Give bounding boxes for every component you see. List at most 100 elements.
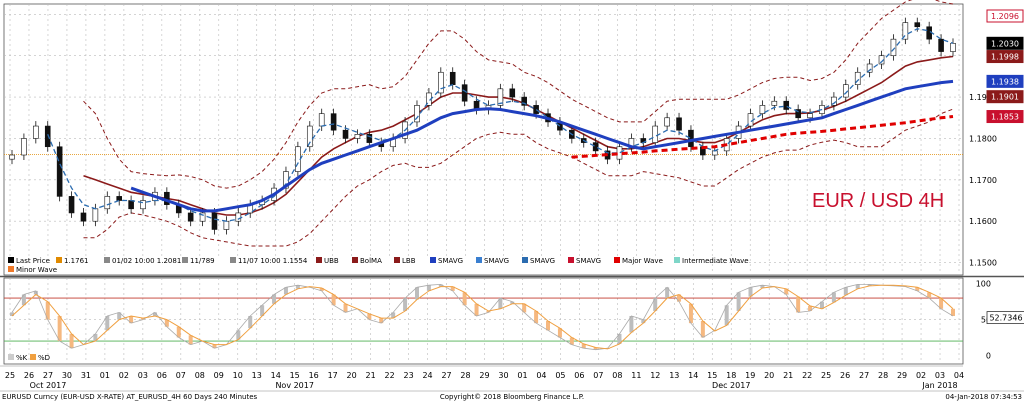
candle-body	[950, 43, 956, 52]
candle-body	[306, 125, 313, 148]
candle-body	[688, 129, 694, 148]
candle-body	[902, 22, 909, 40]
candle-body	[330, 113, 337, 131]
candle-body	[235, 212, 242, 222]
legend-swatch	[104, 257, 110, 263]
chart-title: EUR / USD 4H	[812, 190, 944, 212]
candle-body	[676, 117, 682, 131]
x-axis-day-label: 29	[479, 371, 489, 380]
indicator-legend-label: %D	[38, 354, 50, 362]
bollinger-upper-line	[83, 0, 954, 189]
stochastic-d-line	[11, 284, 954, 350]
candle-body	[223, 220, 230, 230]
candle-body	[116, 196, 123, 201]
x-axis-day-label: 10	[233, 371, 243, 380]
candle-body	[80, 212, 87, 222]
x-axis-day-label: 15	[707, 371, 717, 380]
candle-body	[509, 88, 516, 98]
candle-body	[21, 138, 27, 156]
candle-body	[366, 134, 373, 143]
candle-body	[187, 212, 194, 222]
x-axis-day-label: 09	[214, 371, 224, 380]
x-axis-day-label: 01	[517, 371, 527, 380]
price-tick-label: 1.1600	[969, 217, 997, 226]
candle-body	[461, 84, 468, 102]
price-tag-box	[986, 36, 1024, 50]
price-tag-box	[986, 50, 1024, 64]
candle-body	[926, 26, 932, 40]
x-axis-month-label: Oct 2017	[30, 381, 67, 390]
price-tag-box	[986, 90, 1024, 104]
legend-swatch	[8, 257, 14, 263]
legend-label: SMAVG	[530, 257, 555, 265]
indicator-legend-swatch	[8, 354, 14, 360]
bollinger-mid-line	[83, 55, 954, 216]
sma-blue-line	[130, 79, 954, 213]
candle-body	[497, 88, 504, 106]
x-axis-day-label: 18	[726, 371, 736, 380]
candle-body	[842, 84, 849, 98]
candle-body	[9, 154, 15, 160]
price-tick-label: 1.1700	[969, 176, 997, 185]
candle-body	[807, 113, 813, 119]
legend-label: UBB	[324, 257, 339, 265]
x-axis-day-label: 27	[43, 371, 53, 380]
candle-body	[890, 38, 897, 57]
bollinger-lower-line	[83, 108, 954, 247]
indicator-panel-frame	[3, 277, 964, 365]
candle-body	[438, 71, 444, 94]
x-axis-day-label: 30	[498, 371, 508, 380]
x-axis-day-label: 17	[328, 371, 338, 380]
x-axis-month-label: Nov 2017	[275, 381, 314, 390]
x-axis-day-label: 24	[422, 371, 432, 380]
legend-swatch	[430, 257, 436, 263]
legend-swatch	[476, 257, 482, 263]
x-axis-day-label: 04	[954, 371, 964, 380]
x-axis-day-label: 26	[840, 371, 850, 380]
candle-body	[592, 142, 599, 152]
x-axis-day-label: 28	[878, 371, 888, 380]
x-axis-day-label: 28	[460, 371, 470, 380]
legend-swatch	[316, 257, 322, 263]
legend-swatch	[568, 257, 574, 263]
legend-swatch	[352, 257, 358, 263]
candle-body	[783, 100, 790, 110]
price-tag-box	[986, 74, 1024, 88]
x-axis-day-label: 26	[24, 371, 34, 380]
price-tag-label: 1.1998	[991, 53, 1019, 62]
footer-timestamp: 04-Jan-2018 07:34:53	[945, 393, 1022, 401]
x-axis-day-label: 27	[441, 371, 451, 380]
price-tag-label: 1.1901	[991, 93, 1019, 102]
x-axis-day-label: 14	[688, 371, 698, 380]
indicator-legend-swatch	[30, 354, 36, 360]
price-tag-box	[986, 9, 1024, 23]
price-tick-label: 1.1800	[969, 134, 997, 143]
candle-body	[199, 212, 206, 222]
legend-swatch	[230, 257, 236, 263]
x-axis-day-label: 07	[176, 371, 186, 380]
x-axis-day-label: 08	[195, 371, 205, 380]
candle-body	[92, 208, 99, 222]
legend-swatch	[522, 257, 528, 263]
x-axis-day-label: 03	[935, 371, 945, 380]
indicator-tick-label: 100	[976, 280, 991, 289]
x-axis-day-label: 04	[536, 371, 546, 380]
x-axis-day-label: 03	[138, 371, 148, 380]
x-axis-day-label: 20	[347, 371, 357, 380]
x-axis-day-label: 01	[100, 371, 110, 380]
candle-body	[449, 71, 456, 85]
legend-swatch	[8, 266, 14, 272]
legend-label: 01/02 10:00 1.2081	[112, 257, 181, 265]
price-panel-frame	[3, 3, 964, 276]
candle-body	[44, 125, 51, 148]
candle-body	[759, 105, 766, 114]
candle-body	[938, 38, 944, 52]
candle-body	[652, 125, 659, 143]
candle-body	[33, 125, 39, 139]
indicator-tag-box	[986, 311, 1024, 325]
indicator-tick-label: 0	[986, 351, 991, 360]
price-tag-label: 1.1938	[991, 77, 1019, 86]
x-axis-day-label: 19	[745, 371, 755, 380]
candle-body	[318, 113, 325, 127]
